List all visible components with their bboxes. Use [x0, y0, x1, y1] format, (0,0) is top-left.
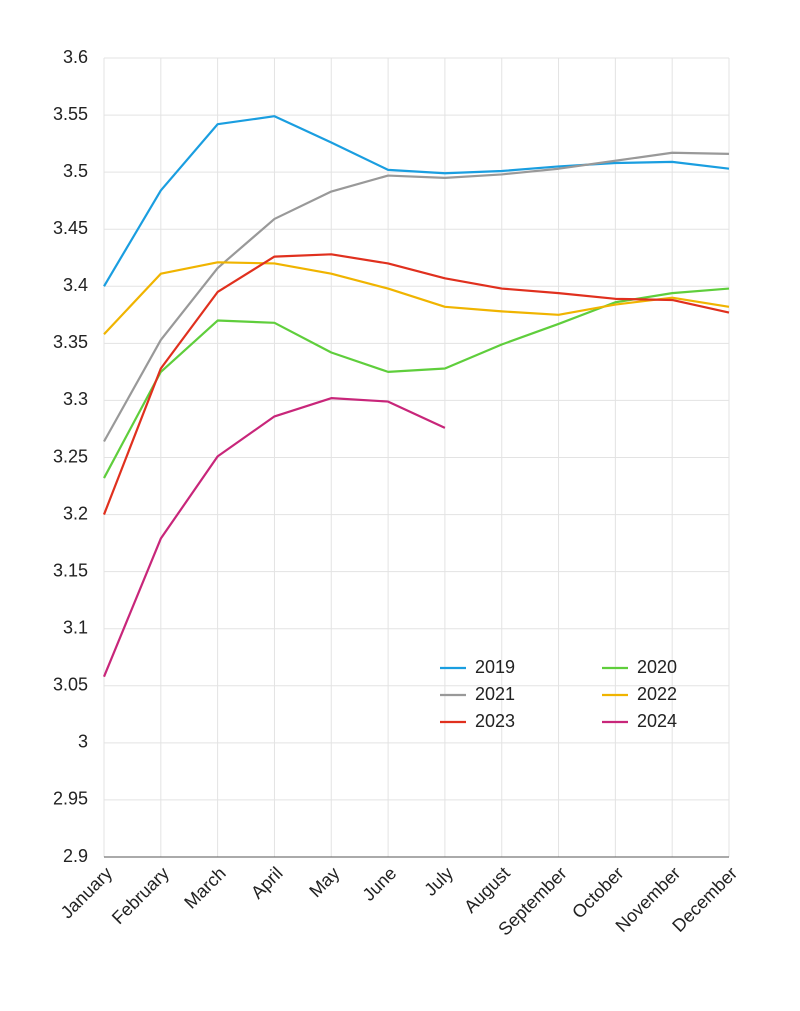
- legend-label: 2024: [637, 711, 677, 731]
- series-line: [103, 115, 730, 287]
- legend-label: 2019: [475, 657, 515, 677]
- y-tick-label: 3.3: [63, 389, 88, 409]
- y-tick-label: 3.35: [53, 332, 88, 352]
- y-tick-label: 3.05: [53, 675, 88, 695]
- series-line: [103, 287, 730, 479]
- y-tick-label: 3.15: [53, 560, 88, 580]
- y-tick-label: 3.55: [53, 104, 88, 124]
- y-tick-label: 3.25: [53, 446, 88, 466]
- legend-label: 2022: [637, 684, 677, 704]
- y-tick-label: 3.1: [63, 617, 88, 637]
- legend-label: 2020: [637, 657, 677, 677]
- x-tick-label: May: [305, 863, 343, 901]
- series-line: [102, 253, 730, 515]
- y-tick-label: 3.5: [63, 161, 88, 181]
- x-tick-label: March: [180, 863, 230, 913]
- y-tick-label: 3: [78, 732, 88, 752]
- x-tick-label: August: [460, 863, 514, 917]
- legend-label: 2023: [475, 711, 515, 731]
- y-tick-label: 2.95: [53, 789, 88, 809]
- series-line: [103, 261, 730, 335]
- legend-label: 2021: [475, 684, 515, 704]
- x-tick-label: July: [420, 863, 457, 900]
- x-tick-label: June: [359, 863, 401, 905]
- y-tick-label: 3.4: [63, 275, 88, 295]
- series-line: [103, 151, 730, 443]
- x-tick-label: February: [108, 863, 173, 928]
- y-tick-label: 3.6: [63, 47, 88, 67]
- y-tick-label: 3.2: [63, 503, 88, 523]
- y-tick-label: 2.9: [63, 846, 88, 866]
- y-tick-label: 3.45: [53, 218, 88, 238]
- x-tick-label: April: [247, 863, 287, 903]
- series-line: [102, 397, 446, 678]
